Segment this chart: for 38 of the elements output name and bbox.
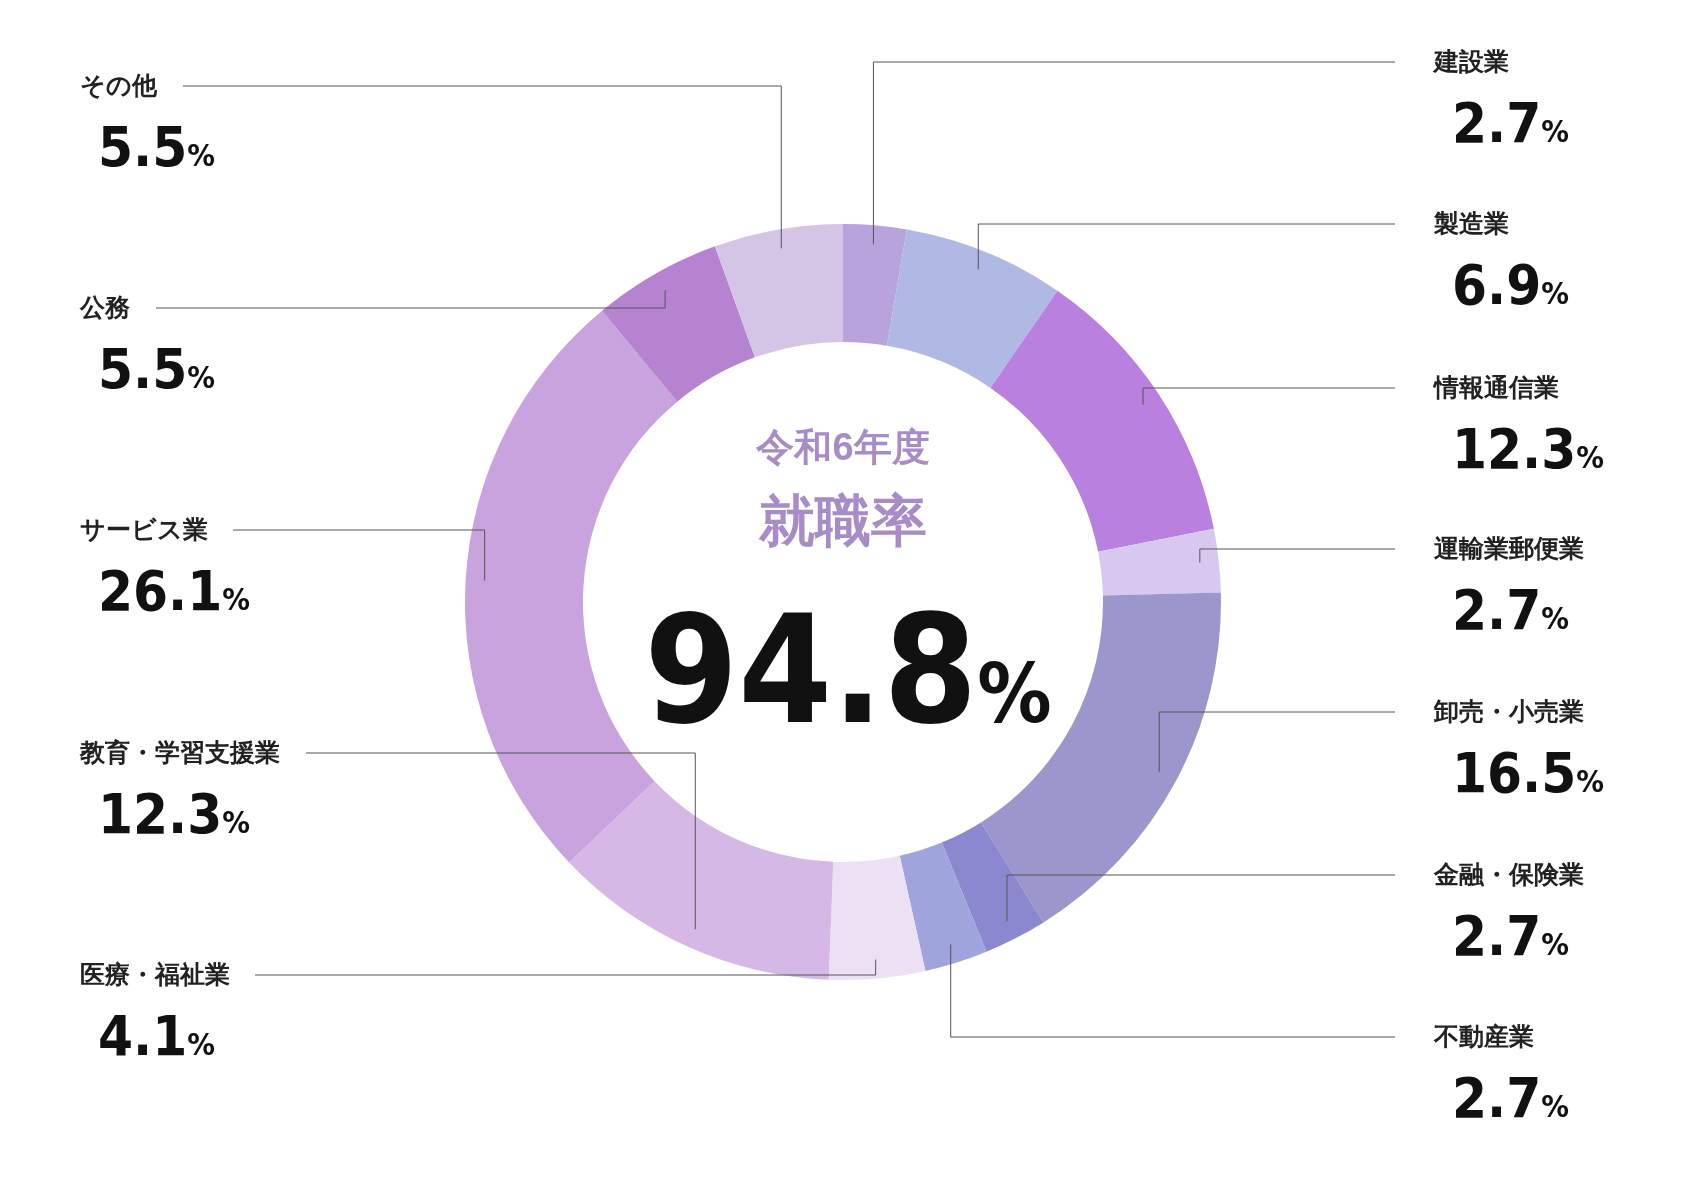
data-label: 26.1% — [98, 558, 251, 623]
donut-slice — [1098, 528, 1221, 596]
slice-label: 建設業 — [1432, 47, 1509, 75]
donut-slice — [980, 592, 1221, 923]
text: 94.8% — [644, 583, 1052, 757]
data-label: 2.7% — [1452, 1065, 1570, 1130]
data-label: 2.7% — [1452, 903, 1570, 968]
donut-slice — [990, 290, 1214, 552]
slice-label: 公務 — [79, 293, 130, 321]
slice-label: 運輸業郵便業 — [1434, 534, 1584, 562]
donut-slice — [886, 229, 1058, 388]
slice-label: 医療・福祉業 — [80, 960, 230, 988]
slice-label: サービス業 — [80, 515, 208, 543]
slice-label: 製造業 — [1433, 209, 1509, 237]
data-label: 5.5% — [98, 336, 216, 401]
donut-slice — [828, 855, 926, 980]
donut-slice — [714, 224, 843, 358]
data-label: 5.5% — [98, 114, 216, 179]
slice-label: 教育・学習支援業 — [79, 738, 280, 766]
data-label: 2.7% — [1452, 577, 1570, 642]
donut-slice — [569, 781, 834, 980]
data-label: 2.7% — [1452, 90, 1570, 155]
slice-label: 情報通信業 — [1432, 373, 1559, 401]
data-label: 12.3% — [1452, 416, 1605, 481]
donut-slice — [899, 842, 987, 971]
donut-slice — [941, 822, 1044, 952]
data-label: 16.5% — [1452, 740, 1605, 805]
data-label: 4.1% — [98, 1003, 216, 1068]
text: 就職率 — [758, 489, 927, 552]
slice-label: 卸売・小売業 — [1433, 697, 1584, 725]
donut-slice — [843, 224, 907, 346]
donut-slice — [602, 246, 755, 402]
text: 令和6年度 — [755, 426, 930, 468]
slice-label: 金融・保険業 — [1433, 860, 1584, 888]
slice-label: 不動産業 — [1433, 1022, 1534, 1050]
slice-label: その他 — [80, 71, 158, 99]
data-label: 12.3% — [98, 781, 251, 846]
data-label: 6.9% — [1452, 252, 1570, 317]
